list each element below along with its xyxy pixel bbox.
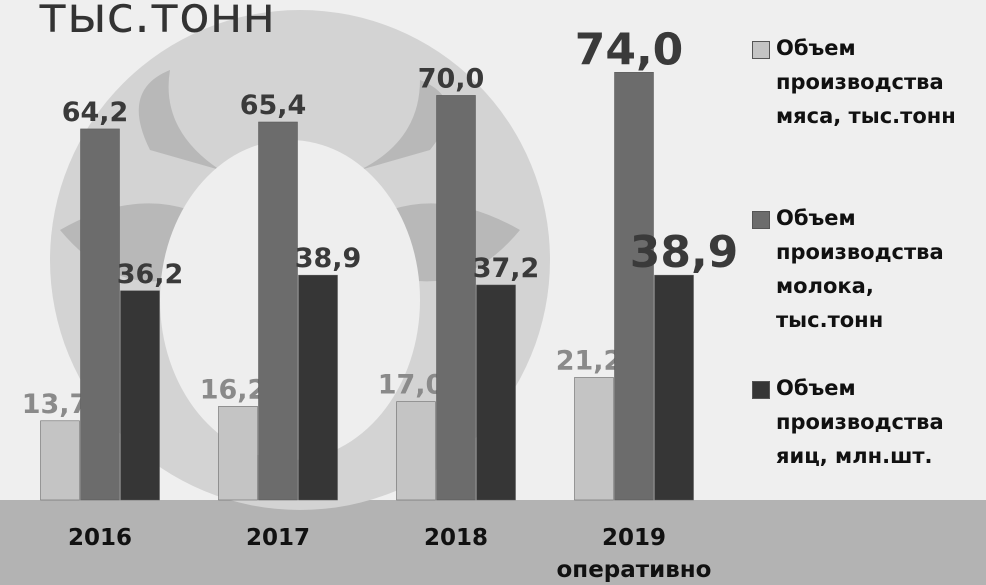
value-label: 70,0	[418, 63, 485, 94]
value-label: 21,2	[556, 345, 623, 376]
bar	[476, 284, 516, 501]
x-tick-label: 2019 оперативно	[556, 525, 712, 583]
bar	[218, 406, 258, 501]
legend-label: Объем производства молока, тыс.тонн	[776, 206, 944, 332]
bar	[654, 274, 694, 501]
value-label: 16,2	[200, 374, 267, 405]
value-label: 37,2	[473, 253, 540, 284]
value-label: 38,9	[295, 243, 362, 274]
legend-swatch	[752, 381, 770, 399]
bar	[120, 290, 160, 501]
value-label: 65,4	[240, 90, 307, 121]
bar	[298, 274, 338, 501]
bar	[396, 401, 436, 501]
value-label: 38,9	[630, 227, 739, 278]
bar	[574, 377, 614, 501]
value-label: 13,7	[22, 389, 89, 420]
value-label: 64,2	[62, 97, 129, 128]
bar	[258, 121, 298, 501]
chart-title: тыс.тонн	[38, 0, 276, 44]
x-tick-label: 2017	[245, 525, 310, 551]
bar	[40, 420, 80, 501]
value-label: 17,0	[378, 370, 445, 401]
bar	[614, 72, 654, 501]
floor-band	[0, 500, 986, 585]
bar	[436, 95, 476, 501]
legend-swatch	[752, 41, 770, 59]
legend-swatch	[752, 211, 770, 229]
x-tick-label: 2018	[423, 525, 488, 551]
legend-label: Объем производства мяса, тыс.тонн	[776, 36, 956, 128]
value-label: 36,2	[117, 259, 184, 290]
value-label: 74,0	[575, 24, 684, 75]
bar	[80, 128, 120, 501]
legend-label: Объем производства яиц, млн.шт.	[776, 376, 944, 468]
x-tick-label: 2016	[67, 525, 132, 551]
